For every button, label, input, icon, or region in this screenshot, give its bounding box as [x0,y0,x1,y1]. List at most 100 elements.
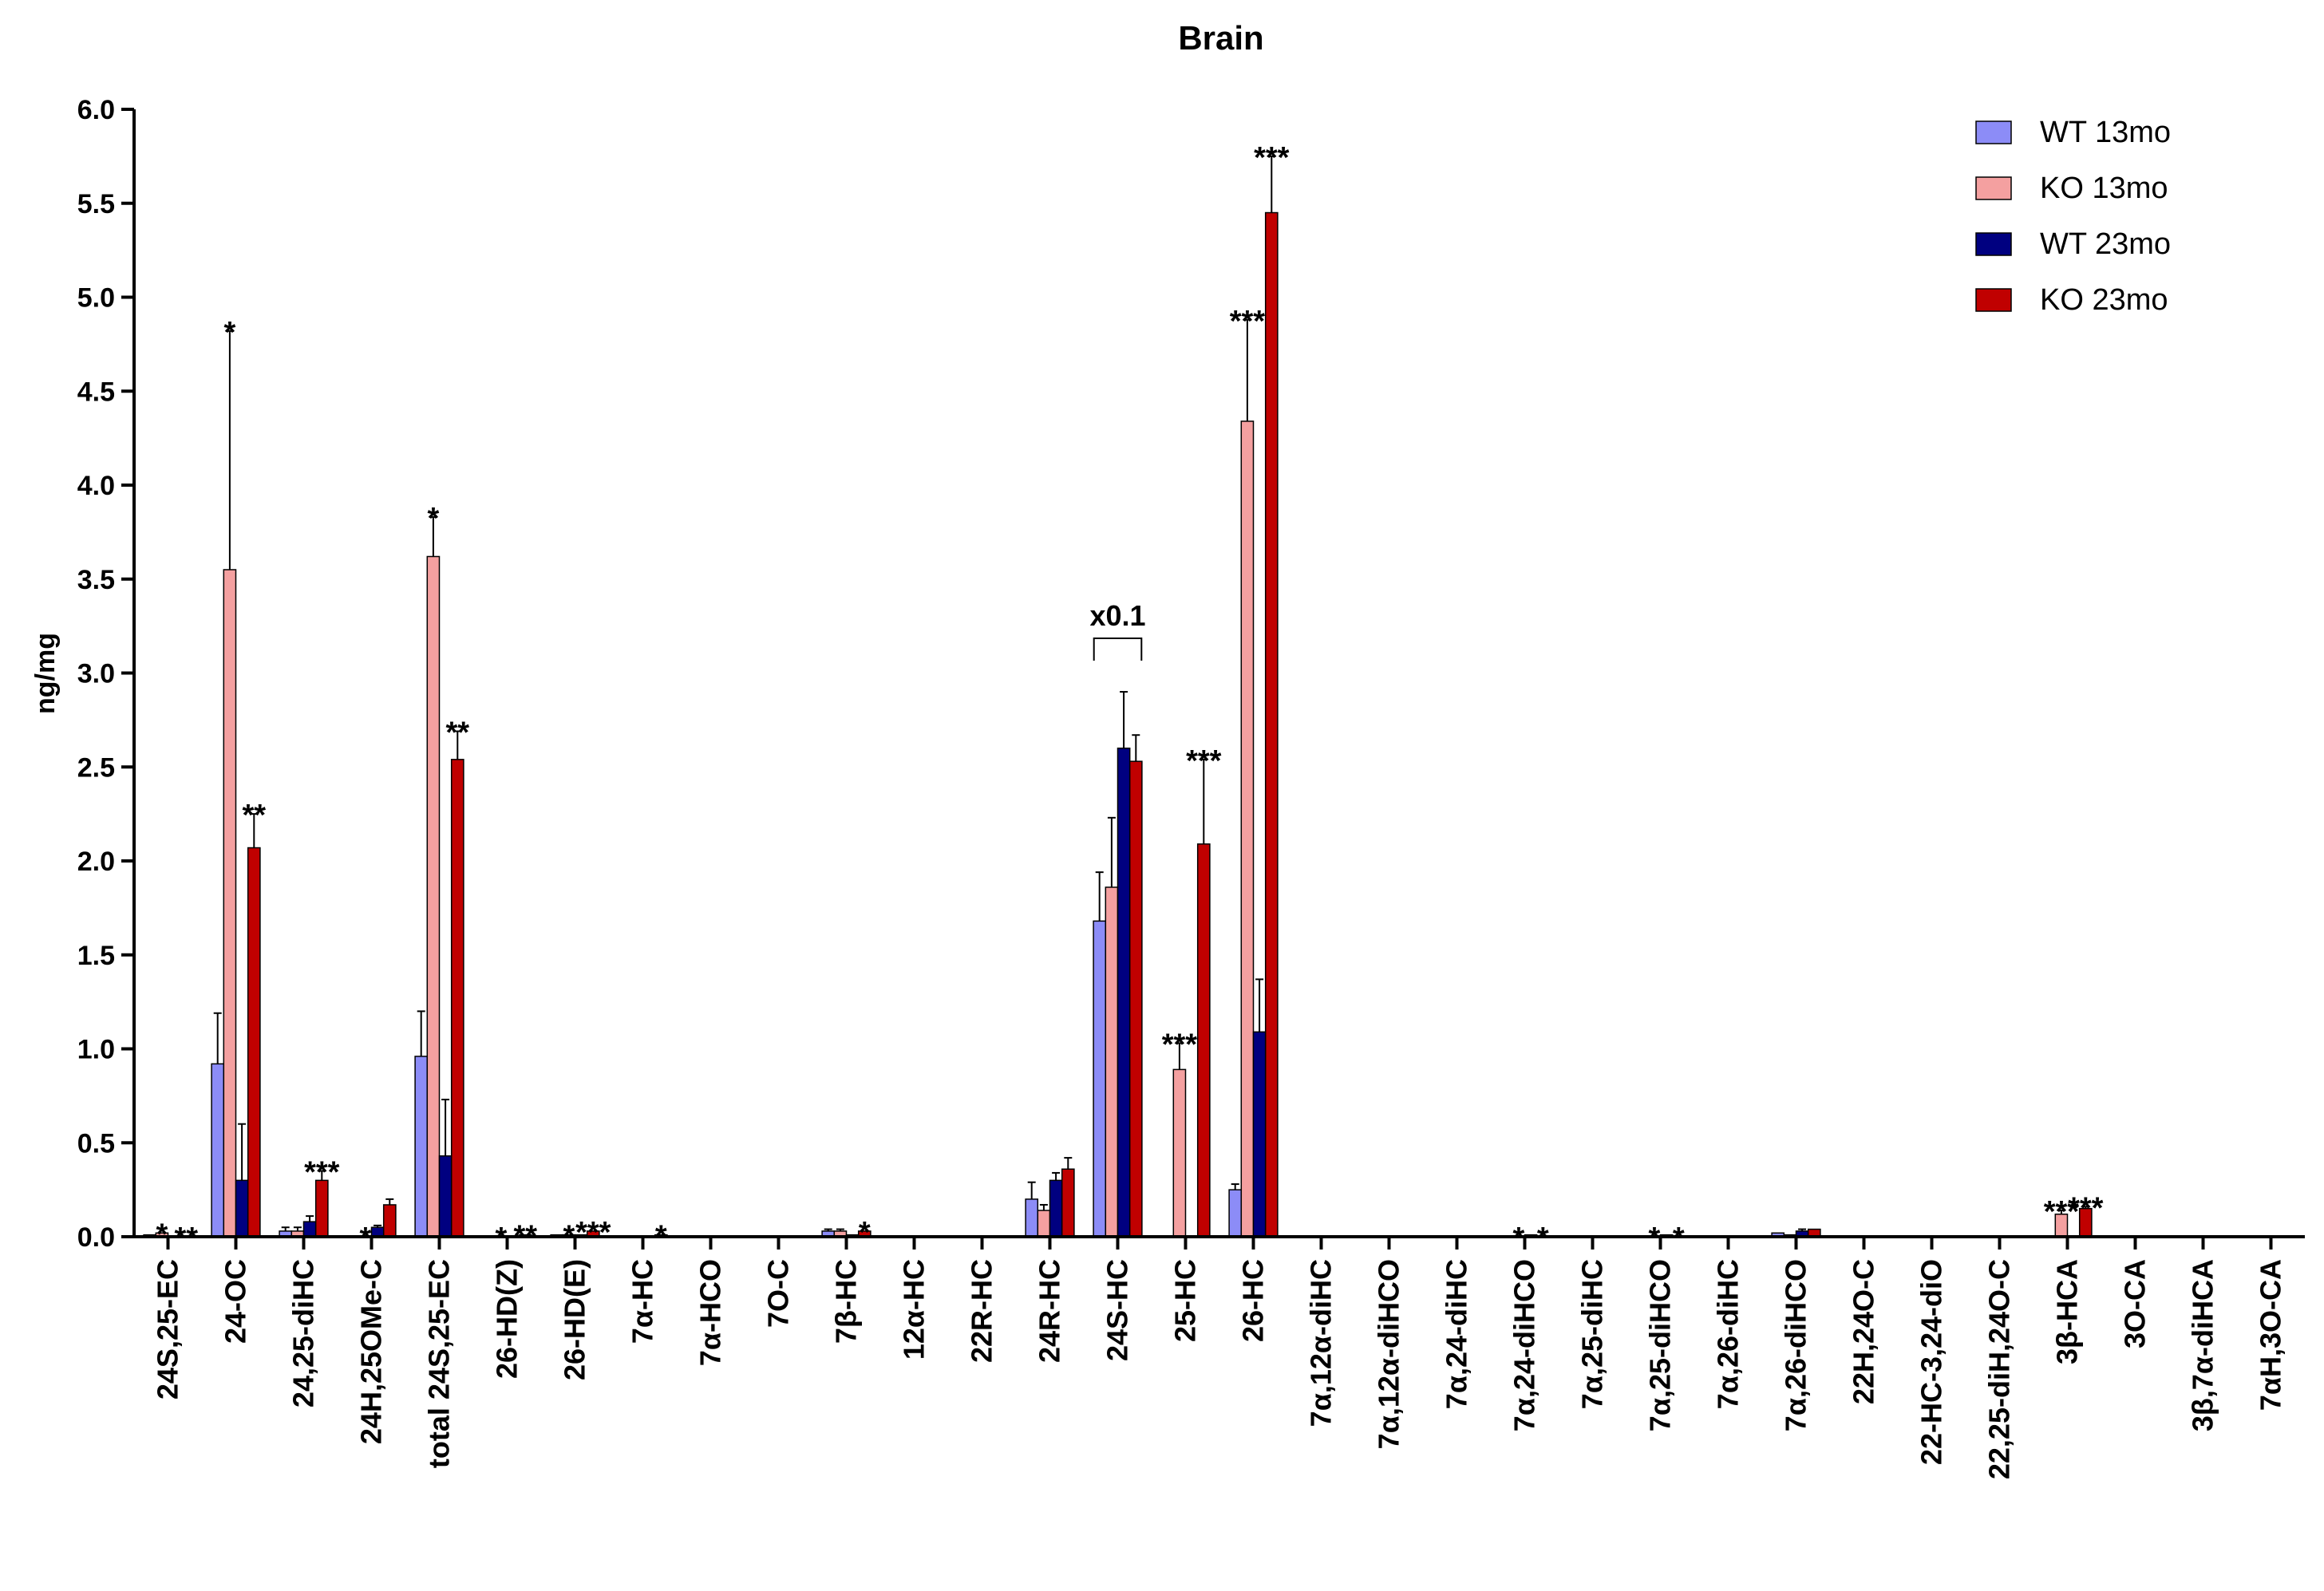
x-tick-label: 24S,25-EC [152,1259,184,1400]
significance-marker: * [1513,1222,1525,1255]
significance-marker: *** [575,1216,611,1250]
significance-marker: *** [1254,141,1290,175]
significance-marker: * [859,1216,871,1250]
x-tick-label: 7β-HC [830,1259,863,1344]
y-tick-label: 0.5 [77,1128,115,1159]
bar [1061,1168,1075,1238]
x-tick-label: 25-HC [1169,1259,1202,1342]
bar [1105,886,1119,1238]
x-tick-label: 7α,12α-diHCO [1373,1259,1405,1449]
significance-marker: *** [2044,1195,2080,1229]
x-tick-label: 22-HC-3,24-diO [1915,1259,1948,1465]
bar [1172,1068,1187,1238]
bar [1252,1031,1267,1238]
y-tick-label: 1.5 [77,941,115,971]
x-tick-label: 26-HD(Z) [491,1259,524,1379]
significance-marker: * [655,1220,667,1253]
bar [1228,1189,1243,1238]
x-tick-label: total 24S,25-EC [423,1259,456,1468]
y-tick-label: 5.5 [77,189,115,219]
significance-marker: ** [446,717,470,750]
legend-label: KO 23mo [2040,283,2168,317]
x-tick-label: 7O-C [762,1259,795,1328]
bar [302,1221,317,1238]
significance-marker: *** [1230,305,1266,338]
x-tick-label: 22,25-diH,24O-C [1983,1259,2016,1479]
x-tick-label: 7α,12α-diHC [1305,1259,1338,1427]
x-tick-label: 26-HD(E) [559,1259,591,1380]
bar [1240,420,1255,1238]
x-tick-label: 12α-HC [898,1259,931,1360]
x-tick-label: 3β-HCA [2051,1259,2084,1364]
y-tick-label: 5.0 [77,283,115,314]
y-axis-label: ng/mg [30,633,61,714]
significance-marker: *** [1162,1028,1198,1061]
chart-title: Brain [1178,19,1263,57]
y-tick-label: 2.5 [77,752,115,783]
x-tick-label: 7α,25-diHC [1576,1259,1609,1409]
legend-swatch [1975,120,2012,144]
significance-marker: * [1537,1222,1549,1255]
bars [143,155,2093,1238]
significance-marker: ** [175,1222,199,1255]
x-tick-label: 24H,25OMe-C [355,1259,388,1444]
y-tick-label: 0.0 [77,1222,115,1253]
legend-label: WT 23mo [2040,227,2171,261]
significance-marker: * [156,1218,168,1251]
x-tick-label: 24-OC [219,1259,252,1344]
x-tick-label: 7α,24-diHCO [1508,1259,1541,1431]
bar [211,1063,225,1238]
x-tick-label: 7α,24-diHC [1441,1259,1473,1409]
significance-marker: * [360,1222,372,1255]
scale-note: x0.1 [1089,599,1145,632]
x-tick-label: 3β,7α-diHCA [2187,1259,2219,1431]
x-tick-label: 7αH,3O-CA [2255,1259,2287,1411]
significance-marker: * [563,1220,575,1253]
y-tick-label: 2.0 [77,847,115,877]
x-tick-label: 3O-CA [2119,1259,2152,1348]
x-tick-label: 24R-HC [1034,1259,1066,1363]
bar [414,1056,429,1238]
y-tick-label: 1.0 [77,1035,115,1065]
y-tick-label: 3.5 [77,565,115,595]
x-tick-label: 7α,26-diHCO [1780,1259,1812,1431]
bar [1196,843,1211,1238]
bar [426,555,441,1238]
y-tick-label: 4.0 [77,471,115,501]
legend: WT 13mo KO 13mo WT 23mo KO 23mo [1975,116,2171,317]
x-tick-label: 7α-HCO [694,1259,727,1366]
significance-marker: *** [304,1156,340,1190]
bar [247,847,261,1238]
legend-label: KO 13mo [2040,172,2168,205]
scale-bracket [1093,638,1143,661]
x-tick-label: 22R-HC [966,1259,998,1363]
significance-marker: * [496,1222,508,1255]
significance-marker: * [1673,1222,1685,1255]
y-tick-label: 3.0 [77,659,115,689]
x-tick-label: 7α-HC [626,1259,659,1344]
bar [450,759,464,1238]
significance-annotations: * ************* ** * *** * ************** * * ***… [156,141,2104,1255]
legend-swatch [1975,232,2012,256]
significance-marker: * [428,502,440,535]
x-axis: 24S,25-EC 24-OC 24,25-diHC 24H,25OMe-C total… [134,1235,2305,1479]
significance-marker: *** [1186,744,1222,778]
x-tick-label: 24,25-diHC [287,1259,320,1407]
bar [235,1179,249,1238]
y-tick-label: 6.0 [77,95,115,125]
bar [382,1204,397,1238]
bar [1117,747,1131,1238]
significance-marker: ** [243,799,267,832]
significance-marker: * [1649,1222,1661,1255]
bar [438,1155,453,1238]
bar [1264,211,1279,1238]
legend-swatch [1975,288,2012,312]
x-tick-label: 22H,24O-C [1848,1259,1880,1404]
legend-label: WT 13mo [2040,116,2171,149]
y-axis: 0.0 0.5 1.0 1.5 2.0 2.5 3.0 3.5 4.0 4.5 5.0 5.5 6.0 [77,95,136,1253]
bar [1025,1198,1039,1238]
bar [1037,1210,1051,1238]
x-tick-label: 26-HC [1237,1259,1270,1342]
y-tick-label: 4.5 [77,377,115,407]
